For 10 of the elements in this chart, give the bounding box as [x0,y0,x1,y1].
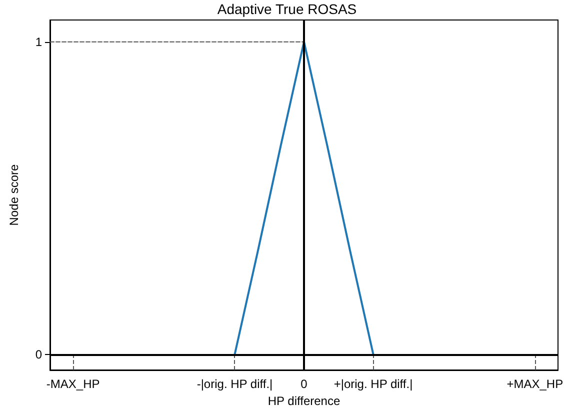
x-tick-label: +MAX_HP [506,377,564,391]
line-series [234,40,374,356]
chart-title: Adaptive True ROSAS [217,1,357,17]
y-axis-title: Node score [7,164,21,226]
x-axis-title: HP difference [268,394,340,408]
y-tick-label: 1 [35,34,42,49]
x-tick-label: -MAX_HP [46,377,100,391]
x-tick-label: +|orig. HP diff.| [334,377,413,391]
x-tick-label: 0 [300,377,308,391]
x-tick-label: -|orig. HP diff.| [196,377,273,391]
